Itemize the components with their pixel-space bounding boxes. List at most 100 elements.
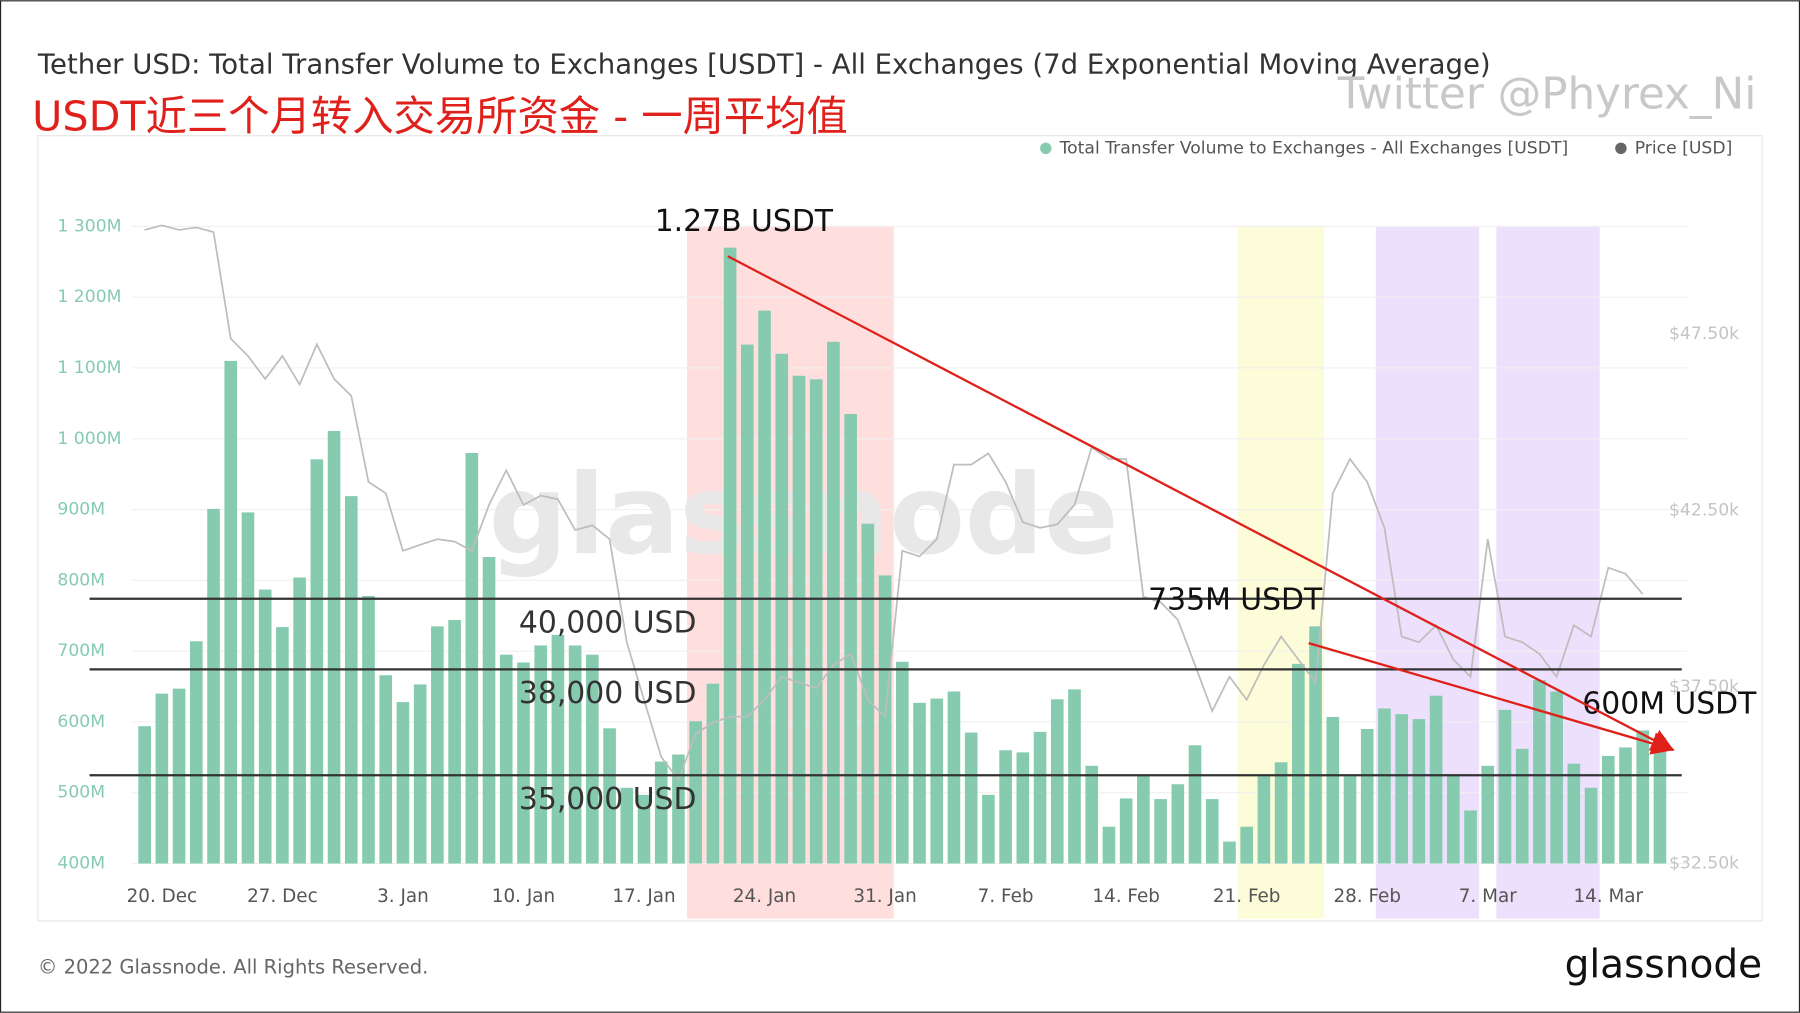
x-tick-label: 27. Dec [247,886,318,907]
bar [1601,755,1615,864]
bar [224,360,238,864]
y-tick-label: 500M [57,783,105,803]
y-tick-label: 1 000M [57,429,121,449]
bar [672,754,685,864]
x-tick-label: 14. Feb [1092,886,1160,907]
bar [1292,663,1305,864]
bar [1636,730,1650,864]
x-tick-label: 3. Jan [377,886,429,907]
bar [982,794,995,864]
y2-tick-label: $32.50k [1669,854,1739,874]
trend-arrow [727,255,1675,751]
level-label: 40,000 USD [519,606,697,641]
bar [396,702,410,864]
bar [534,645,548,864]
y-tick-label: 800M [57,570,105,590]
y2-tick-label: $37.50k [1669,677,1739,697]
bar [517,662,530,864]
bar [1205,799,1219,864]
y-tick-label: 700M [57,641,105,661]
y-tick-label: 1 100M [57,358,121,378]
bar [1515,748,1529,864]
y-tick-label: 1 200M [57,287,121,307]
legend-marker [1615,142,1627,155]
bar [1050,699,1064,864]
bar [465,452,479,864]
logo: glassnode [1565,942,1763,987]
bar [947,691,961,864]
bar [1481,765,1495,864]
x-tick-label: 28. Feb [1333,886,1401,907]
bar [1395,714,1408,864]
bar [1550,691,1563,864]
bar [207,508,220,864]
x-tick-label: 10. Jan [492,886,555,907]
annotation: 600M USDT [1582,687,1757,722]
bar [1533,680,1546,864]
bar [258,589,272,864]
bar [723,247,737,864]
x-tick-label: 7. Mar [1459,886,1517,907]
bar [1326,716,1340,864]
bar [878,575,892,864]
bar [999,750,1012,864]
bar [809,379,823,864]
bar [1257,776,1271,864]
panel [37,135,1763,922]
bar [741,344,754,864]
bar [1567,763,1581,864]
copyright: © 2022 Glassnode. All Rights Reserved. [38,955,428,978]
bar [1498,709,1512,864]
bar [654,761,668,864]
bar [1378,708,1391,864]
bar [379,675,393,864]
bar [499,654,513,864]
bar [620,787,634,864]
bar [964,732,978,864]
y2-tick-label: $42.50k [1669,501,1739,521]
bar [1016,752,1030,864]
level-label: 35,000 USD [519,782,697,817]
y-tick-label: 1 300M [57,216,121,236]
bar [1274,762,1288,864]
bar [448,619,461,864]
y-tick-label: 400M [57,854,105,874]
bar [413,684,427,864]
price-line [144,224,1644,782]
bar [1068,689,1081,864]
plot: 400M 500M 600M 700M 800M 900M 1 000M 1 100M 1 20… [57,138,1757,906]
x-tick-label: 17. Jan [612,886,675,907]
highlight-band [687,226,894,919]
bar [1033,731,1047,864]
y-tick-label: 600M [57,712,105,732]
bar [689,721,702,864]
bar [431,626,444,864]
y-tick-label: 900M [57,500,105,520]
bar [293,577,306,864]
bar [1309,626,1322,864]
bar [1429,695,1443,864]
x-tick-label: 31. Jan [853,886,916,907]
x-tick-label: 14. Mar [1573,886,1643,907]
legend-label: Total Transfer Volume to Exchanges - All… [1059,138,1569,158]
level-label: 38,000 USD [519,676,697,711]
bar [861,523,875,864]
bar [930,698,944,864]
bar [1619,747,1632,864]
bar [1447,775,1460,864]
bar [586,654,599,864]
bar [1223,841,1236,864]
bar [310,459,324,864]
x-tick-label: 21. Feb [1213,886,1281,907]
bar [327,430,341,864]
bar [792,375,806,864]
bar [1360,729,1374,864]
bar [758,310,771,864]
bar [1188,745,1202,864]
bar [138,726,151,864]
highlight-band [1375,226,1480,919]
y2-tick-label: $47.50k [1669,324,1739,344]
legend-marker [1040,142,1052,155]
bar [775,353,789,864]
bar [1137,775,1150,864]
